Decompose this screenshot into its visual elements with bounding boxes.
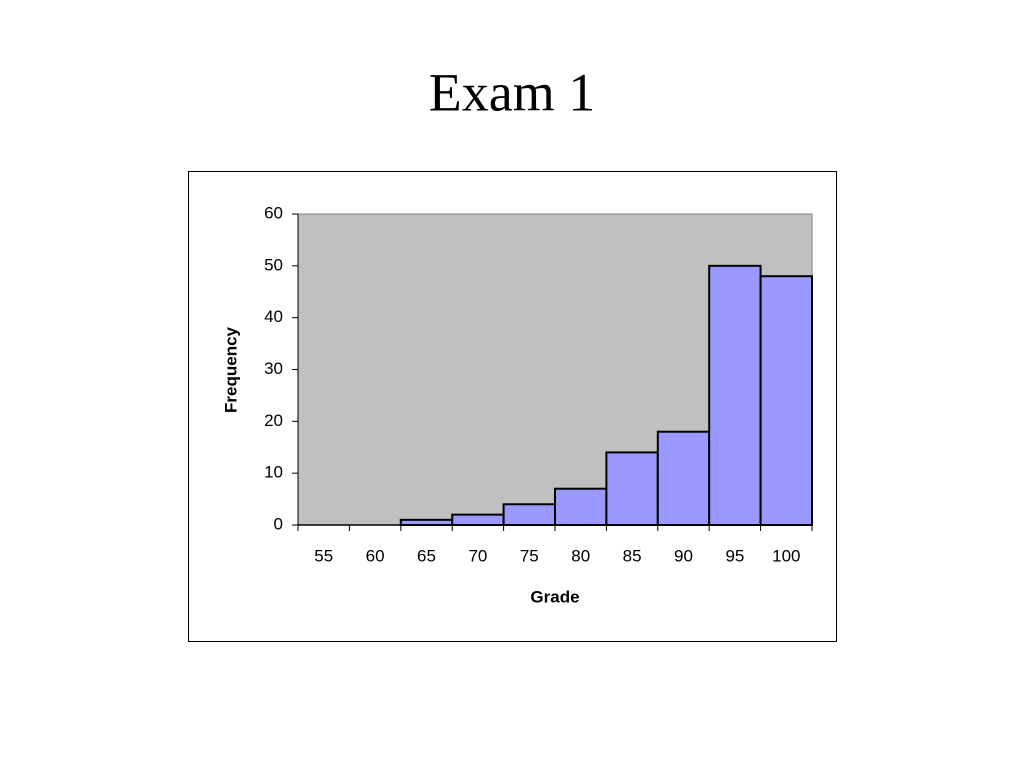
y-tick-label: 40	[264, 307, 283, 326]
bar	[656, 430, 711, 527]
bar	[399, 518, 454, 526]
x-tick-label: 60	[366, 546, 385, 565]
y-axis-label: Frequency	[221, 326, 240, 413]
y-tick-label: 50	[264, 255, 283, 274]
y-tick-label: 30	[264, 359, 283, 378]
bar	[708, 264, 762, 526]
bar	[605, 451, 659, 526]
x-tick-label: 90	[674, 546, 693, 565]
y-tick-label: 60	[264, 203, 283, 222]
x-tick-label: 70	[468, 546, 487, 565]
x-tick-label: 100	[772, 546, 800, 565]
bar	[554, 487, 608, 527]
x-tick-label: 95	[725, 546, 744, 565]
x-tick-label: 65	[417, 546, 436, 565]
y-tick-label: 0	[274, 514, 283, 533]
x-axis-label: Grade	[530, 587, 579, 606]
x-tick-label: 75	[520, 546, 539, 565]
bar	[759, 275, 813, 527]
x-tick-label: 80	[571, 546, 590, 565]
chart-title: Exam 1	[429, 62, 595, 122]
bar	[502, 503, 557, 526]
y-tick-label: 10	[264, 463, 283, 482]
bar	[451, 513, 505, 527]
x-tick-label: 55	[314, 546, 333, 565]
x-tick-label: 85	[623, 546, 642, 565]
y-tick-label: 20	[264, 411, 283, 430]
